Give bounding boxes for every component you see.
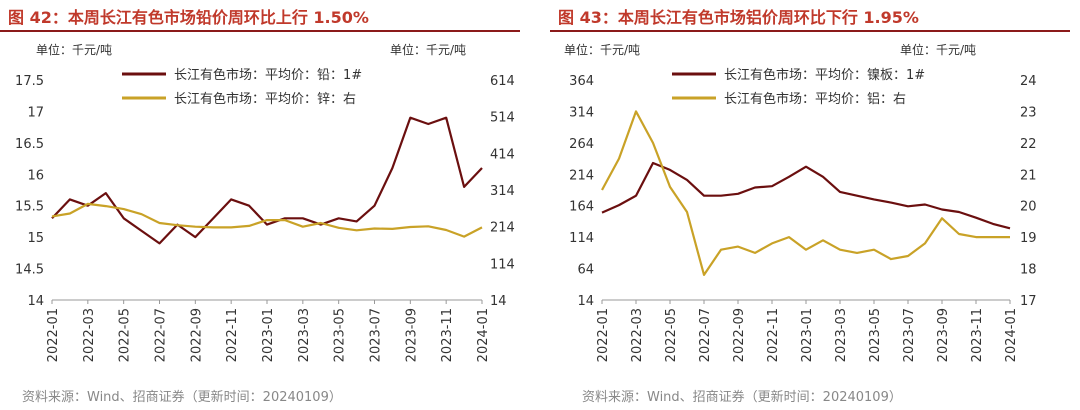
x-tick-label: 2023-09 xyxy=(936,308,951,362)
legend-label: 长江有色市场：平均价：铝：右 xyxy=(724,91,906,107)
unit-label-left: 单位：千元/吨 xyxy=(564,43,641,57)
y-tick-left: 364 xyxy=(569,74,594,89)
chart-panel-aluminum: 图 43：本周长江有色市场铝价周环比下行 1.95% 单位：千元/吨 单位：千元… xyxy=(550,0,1080,410)
x-tick-label: 2024-01 xyxy=(476,308,491,362)
series-line-1 xyxy=(51,116,483,245)
x-tick-label: 2023-01 xyxy=(800,308,815,362)
y-tick-right: 414 xyxy=(490,147,515,162)
chart-title: 图 43：本周长江有色市场铝价周环比下行 1.95% xyxy=(558,8,919,27)
y-tick-left: 314 xyxy=(569,105,594,120)
y-tick-right: 214 xyxy=(490,221,515,236)
y-tick-left: 15 xyxy=(27,231,44,246)
y-tick-right: 20 xyxy=(1020,200,1037,215)
x-tick-label: 2022-03 xyxy=(630,308,645,362)
x-tick-label: 2023-05 xyxy=(868,308,883,362)
y-tick-right: 24 xyxy=(1020,74,1037,89)
y-tick-right: 17 xyxy=(1020,294,1037,309)
x-tick-label: 2024-01 xyxy=(1004,308,1019,362)
chart-title: 图 42：本周长江有色市场铅价周环比上行 1.50% xyxy=(8,8,369,27)
unit-label-right: 单位：千元/吨 xyxy=(900,43,977,57)
y-tick-left: 17 xyxy=(27,105,44,120)
y-tick-right: 14 xyxy=(490,294,507,309)
unit-label-right: 单位：千元/吨 xyxy=(390,43,467,57)
x-tick-label: 2022-05 xyxy=(118,308,133,362)
title-rule xyxy=(550,30,1070,32)
x-tick-label: 2022-05 xyxy=(664,308,679,362)
title-rule xyxy=(0,30,520,32)
series-line-2 xyxy=(51,202,483,238)
y-tick-left: 16 xyxy=(27,168,44,183)
y-tick-right: 114 xyxy=(490,257,515,272)
y-tick-left: 64 xyxy=(577,263,594,278)
x-tick-label: 2023-03 xyxy=(297,308,312,362)
x-tick-label: 2023-05 xyxy=(333,308,348,362)
y-tick-right: 18 xyxy=(1020,263,1037,278)
x-tick-label: 2022-07 xyxy=(698,308,713,362)
x-tick-label: 2023-07 xyxy=(902,308,917,362)
unit-label-left: 单位：千元/吨 xyxy=(36,43,113,57)
y-tick-right: 314 xyxy=(490,184,515,199)
x-tick-label: 2022-09 xyxy=(189,308,204,362)
y-tick-left: 214 xyxy=(569,168,594,183)
legend-label: 长江有色市场：平均价：镍板：1# xyxy=(724,67,925,83)
source-note: 资料来源：Wind、招商证券（更新时间：20240109） xyxy=(582,390,902,405)
x-tick-label: 2022-11 xyxy=(766,308,781,362)
x-tick-label: 2022-03 xyxy=(82,308,97,362)
y-tick-right: 22 xyxy=(1020,137,1037,152)
series-line-2 xyxy=(601,110,1010,276)
y-tick-left: 17.5 xyxy=(15,74,44,89)
y-tick-right: 23 xyxy=(1020,105,1037,120)
y-tick-left: 14 xyxy=(577,294,594,309)
chart-panel-lead: 图 42：本周长江有色市场铅价周环比上行 1.50% 单位：千元/吨 单位：千元… xyxy=(0,0,530,410)
nickel-aluminum-chart: 14 64 114 164 214 264 314 364 17 18 19 20 21 22 23 24 20… xyxy=(569,67,1037,362)
y-tick-left: 15.5 xyxy=(15,200,44,215)
x-tick-label: 2022-01 xyxy=(596,308,611,362)
x-tick-label: 2023-11 xyxy=(440,308,455,362)
y-tick-left: 14.5 xyxy=(15,263,44,278)
x-tick-label: 2023-09 xyxy=(404,308,419,362)
legend-label: 长江有色市场：平均价：锌：右 xyxy=(174,91,356,107)
y-tick-left: 14 xyxy=(27,294,44,309)
x-tick-label: 2023-01 xyxy=(261,308,276,362)
y-tick-left: 164 xyxy=(569,200,594,215)
y-tick-right: 514 xyxy=(490,111,515,126)
y-tick-right: 614 xyxy=(490,74,515,89)
series-line-1 xyxy=(601,161,1011,230)
x-tick-label: 2022-01 xyxy=(46,308,61,362)
y-tick-left: 16.5 xyxy=(15,137,44,152)
x-tick-label: 2022-11 xyxy=(225,308,240,362)
x-tick-label: 2022-09 xyxy=(732,308,747,362)
y-tick-left: 114 xyxy=(569,231,594,246)
y-tick-right: 21 xyxy=(1020,168,1037,183)
y-tick-right: 19 xyxy=(1020,231,1037,246)
x-tick-label: 2023-07 xyxy=(369,308,384,362)
legend-label: 长江有色市场：平均价：铅：1# xyxy=(174,67,362,83)
y-tick-left: 264 xyxy=(569,137,594,152)
lead-zinc-chart: 14 14.5 15 15.5 16 16.5 17 17.5 14 114 214 314 414 51… xyxy=(15,67,515,362)
x-tick-label: 2023-03 xyxy=(834,308,849,362)
x-tick-label: 2022-07 xyxy=(154,308,169,362)
x-tick-label: 2023-11 xyxy=(970,308,985,362)
source-note: 资料来源：Wind、招商证券（更新时间：20240109） xyxy=(22,390,342,405)
